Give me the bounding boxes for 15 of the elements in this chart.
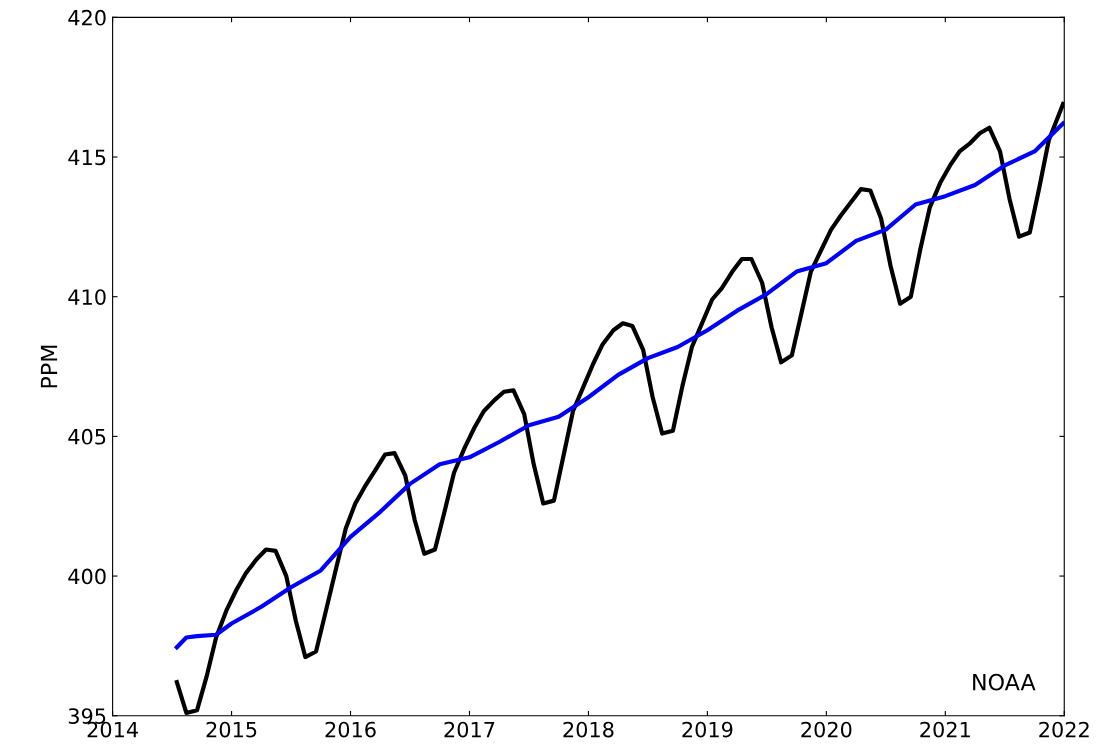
x-tick-label: 2017: [444, 721, 495, 738]
y-tick-label: 405: [68, 428, 106, 445]
x-tick-label: 2021: [920, 721, 970, 738]
x-tick-label: 2022: [1039, 721, 1089, 738]
annotation: NOAA: [973, 673, 1036, 691]
x-tick-label: 2019: [682, 721, 733, 738]
y-tick-label: 420: [68, 9, 106, 26]
y-tick-label: 415: [68, 149, 106, 166]
y-axis-title: PPM: [40, 345, 58, 388]
x-tick-label: 2015: [206, 721, 257, 738]
x-tick-label: 2018: [563, 721, 614, 738]
x-tick-label: 2020: [801, 721, 852, 738]
x-tick-label: 2016: [325, 721, 376, 738]
y-tick-label: 410: [68, 289, 106, 305]
y-tick-label: 400: [68, 568, 106, 585]
